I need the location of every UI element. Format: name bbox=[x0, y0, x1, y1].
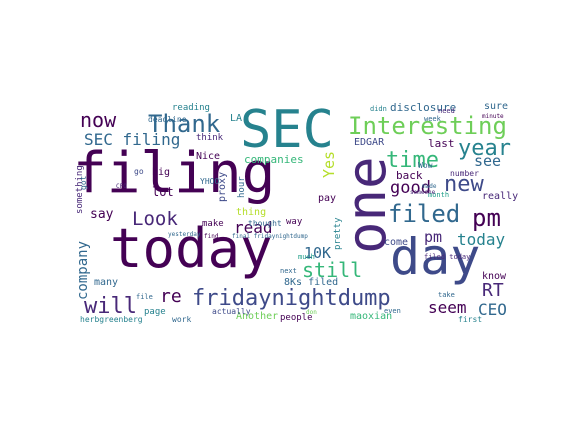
word-minute: minute bbox=[482, 113, 504, 120]
word-thought: thought bbox=[248, 219, 282, 228]
word-filed: filed bbox=[388, 200, 461, 228]
word-made: made bbox=[422, 183, 437, 190]
word-didn: didn bbox=[370, 105, 387, 113]
word-think: think bbox=[196, 133, 224, 143]
word-new: new bbox=[444, 172, 484, 197]
word-proxy: proxy bbox=[217, 171, 228, 202]
word-deadline: deadline bbox=[148, 115, 187, 124]
word-pm-2: pm bbox=[424, 228, 443, 246]
word-fridaynightdump: fridaynightdump bbox=[192, 286, 391, 311]
word-even: even bbox=[384, 307, 401, 315]
word-file: file bbox=[136, 293, 153, 301]
word-pay: pay bbox=[318, 193, 337, 204]
word-yesterday: yesterday bbox=[168, 231, 201, 238]
word-don: don bbox=[306, 309, 317, 316]
word-work: work bbox=[172, 315, 192, 324]
word-actually: actually bbox=[212, 307, 251, 316]
word-need: need bbox=[438, 107, 455, 115]
word-read: read bbox=[234, 218, 273, 237]
word-sec: SEC bbox=[240, 102, 334, 160]
word-come: come bbox=[384, 237, 409, 248]
word-say: say bbox=[90, 207, 114, 222]
word-sec-filing: SEC filing bbox=[84, 130, 181, 149]
word-look: Look bbox=[132, 208, 178, 230]
word-number: number bbox=[450, 169, 479, 178]
word-go: go bbox=[134, 167, 144, 176]
word-good: good bbox=[390, 178, 431, 198]
word-first: first bbox=[458, 315, 483, 324]
word-take: take bbox=[438, 291, 455, 299]
word-today-2: today bbox=[457, 230, 506, 249]
word-make: make bbox=[202, 219, 224, 229]
word-pm: pm bbox=[472, 204, 501, 232]
word-back: back bbox=[396, 169, 423, 182]
word-day: day bbox=[390, 228, 481, 286]
word-filed-today: filed today bbox=[424, 253, 471, 261]
word-la: LA bbox=[230, 113, 243, 124]
word-10k: 10K bbox=[304, 244, 332, 262]
word-got: got bbox=[79, 175, 88, 190]
word-month: month bbox=[428, 191, 450, 199]
word-edgar: EDGAR bbox=[354, 137, 385, 148]
word-reading: reading bbox=[172, 103, 210, 113]
word-another: Another bbox=[236, 311, 279, 322]
word-interesting: Interesting bbox=[348, 112, 507, 140]
word-now: now bbox=[80, 108, 117, 132]
word-still: still bbox=[302, 258, 363, 282]
word-many: many bbox=[94, 277, 119, 288]
word-seem: seem bbox=[428, 298, 467, 317]
word-see: see bbox=[474, 152, 502, 170]
word-yhoo: YHOO bbox=[200, 177, 220, 186]
word-next: next bbox=[280, 267, 297, 275]
word-wow: Wow bbox=[418, 161, 433, 170]
word-find: find bbox=[204, 233, 219, 240]
word-maoxian: maoxian bbox=[350, 311, 393, 322]
word-disclosure: disclosure bbox=[390, 102, 457, 114]
word-thank: Thank bbox=[148, 110, 221, 138]
word-hour: hour bbox=[237, 176, 247, 198]
word-big: big bbox=[152, 167, 171, 178]
word-thing: thing bbox=[236, 207, 267, 218]
word-ceo: CEO bbox=[478, 300, 507, 319]
word-lot: lot bbox=[152, 185, 174, 199]
word-final-fridaynightdump: final fridaynightdump bbox=[232, 233, 308, 240]
word-page: page bbox=[144, 307, 166, 317]
word-company: company bbox=[75, 240, 91, 300]
word-re: re bbox=[160, 286, 182, 307]
word-last: last bbox=[428, 137, 455, 150]
word-herbgreenberg: herbgreenberg bbox=[80, 315, 143, 324]
word-today: today bbox=[110, 217, 273, 280]
word-way: way bbox=[286, 217, 303, 227]
word-someone: someone bbox=[410, 189, 436, 196]
word-time: time bbox=[386, 148, 439, 173]
word-sure: sure bbox=[484, 102, 509, 112]
word-cfo: CFO bbox=[116, 183, 127, 190]
word-much: much bbox=[298, 253, 315, 261]
word-filing: filing bbox=[73, 141, 276, 206]
word-nice: Nice bbox=[196, 151, 221, 162]
word-week: week bbox=[424, 115, 441, 123]
word-will: will bbox=[84, 294, 137, 319]
word-know: know bbox=[482, 271, 507, 282]
word-really: really bbox=[482, 191, 518, 202]
word-pretty: pretty bbox=[333, 217, 343, 250]
word-companies: companies bbox=[244, 153, 304, 166]
word-people: people bbox=[280, 313, 313, 323]
word-8ks-filed: 8Ks filed bbox=[284, 277, 339, 288]
word-rt: RT bbox=[482, 280, 504, 301]
word-year: year bbox=[458, 136, 511, 161]
word-yes: Yes bbox=[320, 150, 338, 178]
word-cloud: filing today SEC one day fridaynightdump… bbox=[72, 102, 518, 328]
